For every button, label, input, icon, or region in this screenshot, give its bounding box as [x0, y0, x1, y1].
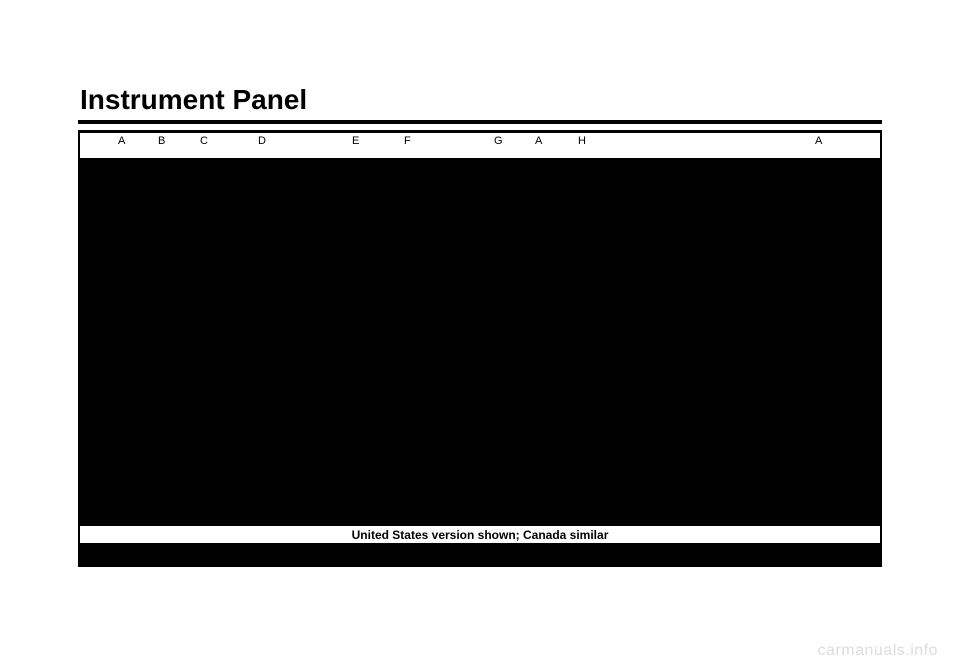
diagram-label: A: [815, 135, 822, 147]
diagram-label: E: [352, 135, 359, 147]
page-title: Instrument Panel: [78, 84, 882, 116]
watermark-text: carmanuals.info: [818, 642, 938, 660]
diagram-label: B: [158, 135, 165, 147]
diagram-label: F: [404, 135, 411, 147]
caption-strip: United States version shown; Canada simi…: [80, 526, 880, 543]
diagram-container: A B C D E F G A H A United States version shown; …: [78, 130, 882, 567]
diagram-label: C: [200, 135, 208, 147]
diagram-label: G: [494, 135, 503, 147]
manual-page: Instrument Panel A B C D E F G A H A United State…: [0, 0, 960, 672]
caption-text: United States version shown; Canada simi…: [352, 528, 609, 542]
diagram-label: A: [118, 135, 125, 147]
diagram-area: United States version shown; Canada simi…: [80, 158, 880, 567]
title-divider: [78, 120, 882, 124]
diagram-label: H: [578, 135, 586, 147]
diagram-label: D: [258, 135, 266, 147]
title-section: Instrument Panel: [78, 84, 882, 124]
diagram-label: A: [535, 135, 542, 147]
labels-row: ABCDEFGAHA: [80, 133, 880, 153]
